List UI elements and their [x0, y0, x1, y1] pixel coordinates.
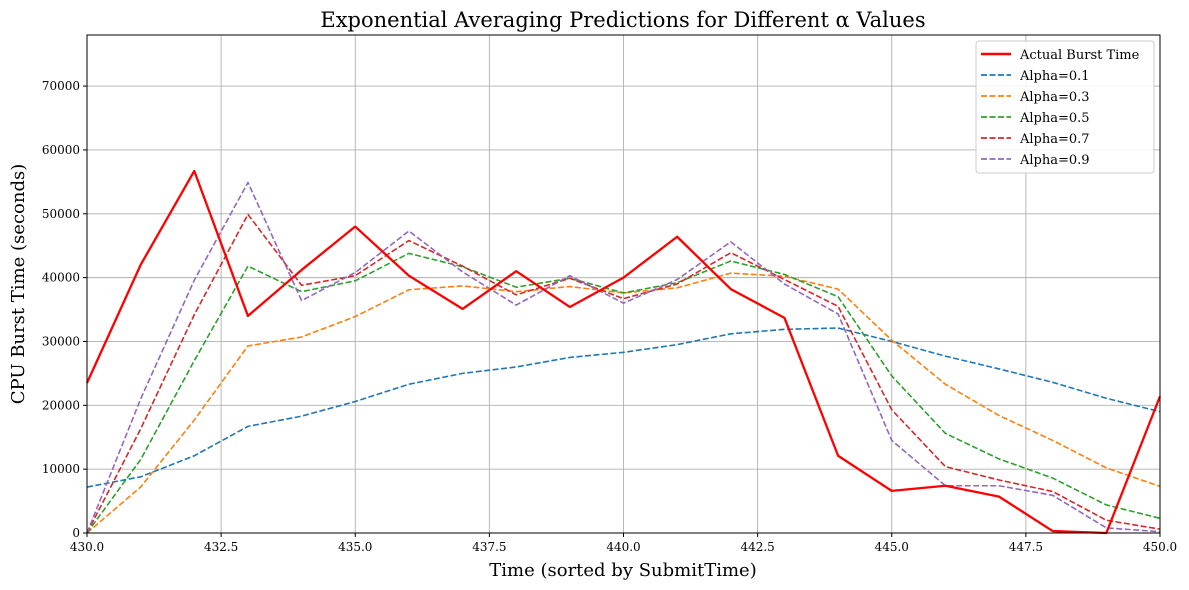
series-line-actual-burst-time [85, 169, 1162, 535]
x-axis-title: Time (sorted by SubmitTime) [489, 560, 756, 581]
legend: Actual Burst Time Alpha=0.1 Alpha=0.3 Al… [975, 40, 1155, 174]
y-tick-label: 10000 [42, 462, 80, 476]
series-lines [85, 169, 1162, 535]
y-axis-ticks: 0 10000 20000 30000 40000 50000 60000 70000 [42, 79, 87, 540]
x-tick-label: 430.0 [70, 540, 104, 554]
series-line-alpha-0-5 [86, 252, 1161, 534]
y-tick-label: 40000 [42, 271, 80, 285]
series-line-alpha-0-9 [86, 181, 1161, 534]
x-tick-label: 435.0 [338, 540, 372, 554]
x-tick-label: 432.5 [204, 540, 238, 554]
chart-title: Exponential Averaging Predictions for Di… [320, 8, 925, 32]
x-axis-ticks: 430.0 432.5 435.0 437.5 440.0 442.5 445.0 447.5… [70, 533, 1177, 554]
y-tick-label: 20000 [42, 398, 80, 412]
y-tick-label: 70000 [42, 79, 80, 93]
legend-label-actual: Actual Burst Time [1019, 48, 1140, 63]
legend-box [975, 40, 1155, 174]
x-tick-label: 450.0 [1143, 540, 1177, 554]
series-line-alpha-0-1 [86, 327, 1161, 488]
y-tick-label: 0 [72, 526, 80, 540]
series-line-alpha-0-7 [86, 213, 1161, 534]
y-axis-title: CPU Burst Time (seconds) [8, 164, 29, 405]
series-line-alpha-0-3 [86, 272, 1161, 534]
y-tick-label: 60000 [42, 143, 80, 157]
x-tick-label: 437.5 [472, 540, 506, 554]
x-tick-label: 447.5 [1009, 540, 1043, 554]
legend-label-alpha-0-5: Alpha=0.5 [1019, 111, 1090, 126]
legend-label-alpha-0-3: Alpha=0.3 [1019, 90, 1090, 105]
legend-label-alpha-0-1: Alpha=0.1 [1019, 69, 1090, 84]
y-tick-label: 50000 [42, 207, 80, 221]
legend-label-alpha-0-7: Alpha=0.7 [1019, 132, 1090, 147]
x-tick-label: 442.5 [740, 540, 774, 554]
x-tick-label: 440.0 [606, 540, 640, 554]
y-tick-label: 30000 [42, 334, 80, 348]
x-tick-label: 445.0 [875, 540, 909, 554]
legend-label-alpha-0-9: Alpha=0.9 [1019, 153, 1090, 168]
